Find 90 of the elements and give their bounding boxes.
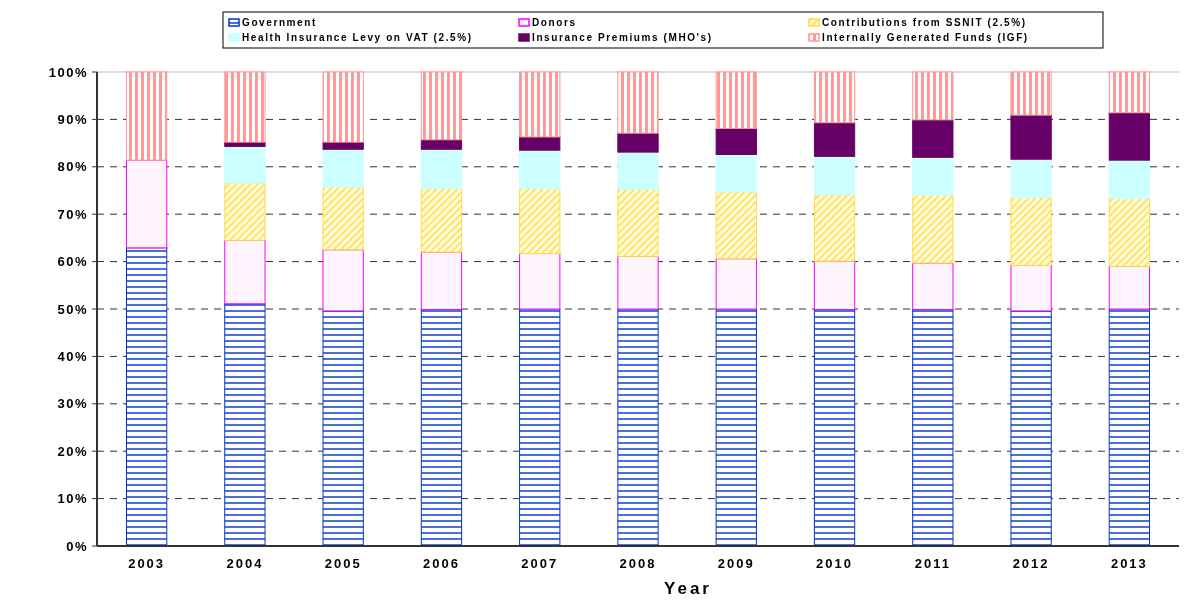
bar xyxy=(125,71,168,161)
x-tick-label: 2004 xyxy=(226,556,264,571)
x-tick-label: 2007 xyxy=(521,556,559,571)
y-tick-label: 40% xyxy=(57,348,88,364)
y-tick-label: 0% xyxy=(66,538,88,554)
legend-label: Contributions from SSNIT (2.5%) xyxy=(822,17,1027,28)
bar xyxy=(715,127,757,155)
legend-label: Health Insurance Levy on VAT (2.5%) xyxy=(242,32,473,43)
bar xyxy=(617,189,659,257)
bar xyxy=(1108,159,1151,200)
x-tick-label: 2003 xyxy=(128,556,166,571)
bar xyxy=(519,149,561,190)
bar xyxy=(1010,158,1052,199)
bar xyxy=(420,139,463,150)
bar xyxy=(912,71,954,121)
bar xyxy=(224,71,266,143)
bar xyxy=(322,186,364,251)
bar xyxy=(420,308,463,547)
bar xyxy=(617,255,659,310)
bar xyxy=(519,136,561,151)
bar xyxy=(813,194,856,262)
bar xyxy=(1108,198,1151,267)
y-tick-label: 90% xyxy=(57,111,88,127)
bar xyxy=(617,151,659,191)
x-tick-label: 2011 xyxy=(914,556,951,571)
x-tick-label: 2008 xyxy=(619,556,657,571)
bar xyxy=(420,71,463,141)
bar xyxy=(224,145,266,184)
bar xyxy=(813,71,856,124)
bar xyxy=(715,71,757,129)
y-tick-label: 80% xyxy=(57,159,88,175)
bar xyxy=(322,148,364,188)
bar xyxy=(813,155,856,196)
legend-label: Internally Generated Funds (IGF) xyxy=(822,32,1029,43)
bar xyxy=(715,308,757,547)
y-tick-label: 100% xyxy=(48,64,88,80)
bar xyxy=(519,253,561,310)
x-tick-label: 2012 xyxy=(1012,556,1050,571)
y-tick-label: 70% xyxy=(57,206,88,222)
bar xyxy=(912,194,954,264)
bar xyxy=(912,308,954,547)
bar xyxy=(1010,197,1052,266)
bar xyxy=(519,188,561,255)
x-tick-label: 2009 xyxy=(717,556,755,571)
bar xyxy=(1010,264,1052,312)
bar xyxy=(224,182,266,241)
bar xyxy=(1108,308,1151,547)
bar xyxy=(912,119,954,158)
legend-label: Insurance Premiums (MHO's) xyxy=(532,32,713,43)
bar xyxy=(1010,114,1052,160)
x-tick-label: 2005 xyxy=(324,556,362,571)
bar xyxy=(813,122,856,157)
bar xyxy=(617,71,659,134)
bar xyxy=(1010,310,1052,547)
bar xyxy=(1108,112,1151,161)
bar xyxy=(420,148,463,190)
bar xyxy=(322,249,364,312)
bar xyxy=(912,156,954,196)
bar xyxy=(912,262,954,310)
bar xyxy=(519,71,561,138)
bar xyxy=(125,159,168,249)
bar xyxy=(519,308,561,547)
bar xyxy=(420,188,463,253)
bar xyxy=(617,132,659,153)
y-tick-label: 10% xyxy=(57,491,88,507)
bar xyxy=(224,303,266,547)
bar xyxy=(1010,71,1052,116)
bar xyxy=(322,310,364,547)
bar xyxy=(224,239,266,305)
bar xyxy=(420,251,463,310)
x-tick-label: 2013 xyxy=(1110,556,1148,571)
y-tick-label: 20% xyxy=(57,443,88,459)
x-tick-label: 2006 xyxy=(422,556,460,571)
y-tick-label: 50% xyxy=(57,301,88,317)
bar xyxy=(813,260,856,310)
bar xyxy=(1108,265,1151,310)
y-tick-label: 30% xyxy=(57,396,88,412)
x-tick-label: 2010 xyxy=(816,556,854,571)
bar xyxy=(125,247,168,547)
legend-label: Government xyxy=(242,17,317,28)
bar xyxy=(617,308,659,547)
bar xyxy=(813,308,856,547)
legend-label: Donors xyxy=(532,17,577,28)
y-tick-label: 60% xyxy=(57,254,88,270)
bar xyxy=(322,71,364,143)
bar xyxy=(715,191,757,260)
bar xyxy=(715,258,757,310)
bar xyxy=(1108,71,1151,114)
x-axis-title: Year xyxy=(664,579,712,598)
bar xyxy=(715,153,757,193)
